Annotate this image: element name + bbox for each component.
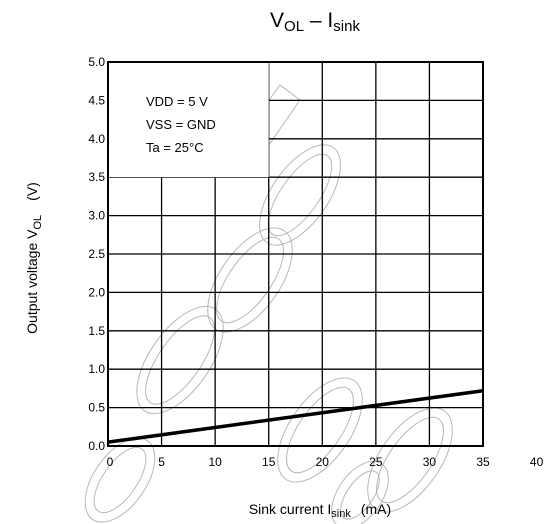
- watermark-shape-inner-1: [145, 315, 215, 405]
- y-tick-10: 5.0: [88, 55, 105, 69]
- y-label-text: Output voltage V: [24, 229, 40, 334]
- title-i: I: [327, 9, 333, 32]
- x-tick-1: 5: [158, 455, 165, 469]
- x-axis-label: Sink current Isink (mA): [249, 501, 391, 520]
- y-tick-1: 0.5: [88, 401, 105, 415]
- y-tick-4: 2.0: [88, 285, 105, 299]
- watermark-shape-inner-4: [286, 386, 354, 474]
- series-line-0: [107, 388, 484, 444]
- condition-1: VSS = GND: [146, 117, 216, 132]
- title-sink-sub: sink: [333, 18, 360, 35]
- title-sep: –: [304, 9, 327, 32]
- x-tick-8: 40: [530, 455, 544, 469]
- y-tick-8: 4.0: [88, 132, 105, 146]
- y-tick-7: 3.5: [88, 170, 105, 184]
- plot-frame: [107, 61, 484, 447]
- watermark-shape-0: [84, 437, 156, 523]
- watermark-shape-inner-3: [267, 153, 333, 237]
- x-tick-7: 35: [476, 455, 490, 469]
- conditions-box-bg: [109, 63, 269, 178]
- chart-title: VOL – Isink: [270, 9, 360, 35]
- title-ol-sub: OL: [284, 18, 304, 35]
- x-label-sym: I: [327, 501, 331, 517]
- watermark-shape-6: [331, 460, 389, 524]
- watermark-shape-4: [277, 377, 363, 483]
- y-label-unit: (V): [24, 182, 40, 201]
- x-tick-5: 25: [369, 455, 383, 469]
- y-axis-label: Output voltage VOL (V): [24, 182, 44, 334]
- x-tick-2: 10: [208, 455, 222, 469]
- condition-0: VDD = 5 V: [146, 94, 208, 109]
- y-tick-3: 1.5: [88, 324, 105, 338]
- condition-2: Ta = 25°C: [146, 140, 204, 155]
- x-label-unit: (mA): [361, 501, 391, 517]
- y-tick-2: 1.0: [88, 362, 105, 376]
- y-tick-0: 0.0: [88, 439, 105, 453]
- x-label-text: Sink current: [249, 501, 328, 517]
- x-tick-0: 0: [107, 455, 114, 469]
- x-tick-3: 15: [262, 455, 276, 469]
- x-tick-4: 20: [316, 455, 330, 469]
- y-label-sub: OL: [32, 215, 44, 230]
- y-tick-9: 4.5: [88, 93, 105, 107]
- title-v: V: [270, 9, 284, 32]
- tick-labels: 0 5 10 15 20 25 30 35 40 0.0 0.5 1.0 1.5 2.0 2.5 3.0 3.5…: [88, 55, 543, 469]
- watermark-shape-inner-6: [340, 470, 380, 520]
- watermark-shape-inner-0: [93, 446, 147, 514]
- watermark-shape-3: [259, 144, 341, 246]
- y-tick-5: 2.5: [88, 247, 105, 261]
- series-group: [107, 388, 484, 444]
- watermark-shape-2: [207, 227, 293, 333]
- watermark-shape-5: [367, 407, 453, 513]
- x-label-sub: sink: [331, 508, 351, 520]
- watermark-shape-inner-5: [376, 416, 444, 504]
- conditions-box: VDD = 5 V VSS = GND Ta = 25°C: [146, 94, 216, 155]
- watermark-shape-inner-2: [216, 236, 284, 324]
- y-tick-6: 3.0: [88, 209, 105, 223]
- x-tick-6: 30: [423, 455, 437, 469]
